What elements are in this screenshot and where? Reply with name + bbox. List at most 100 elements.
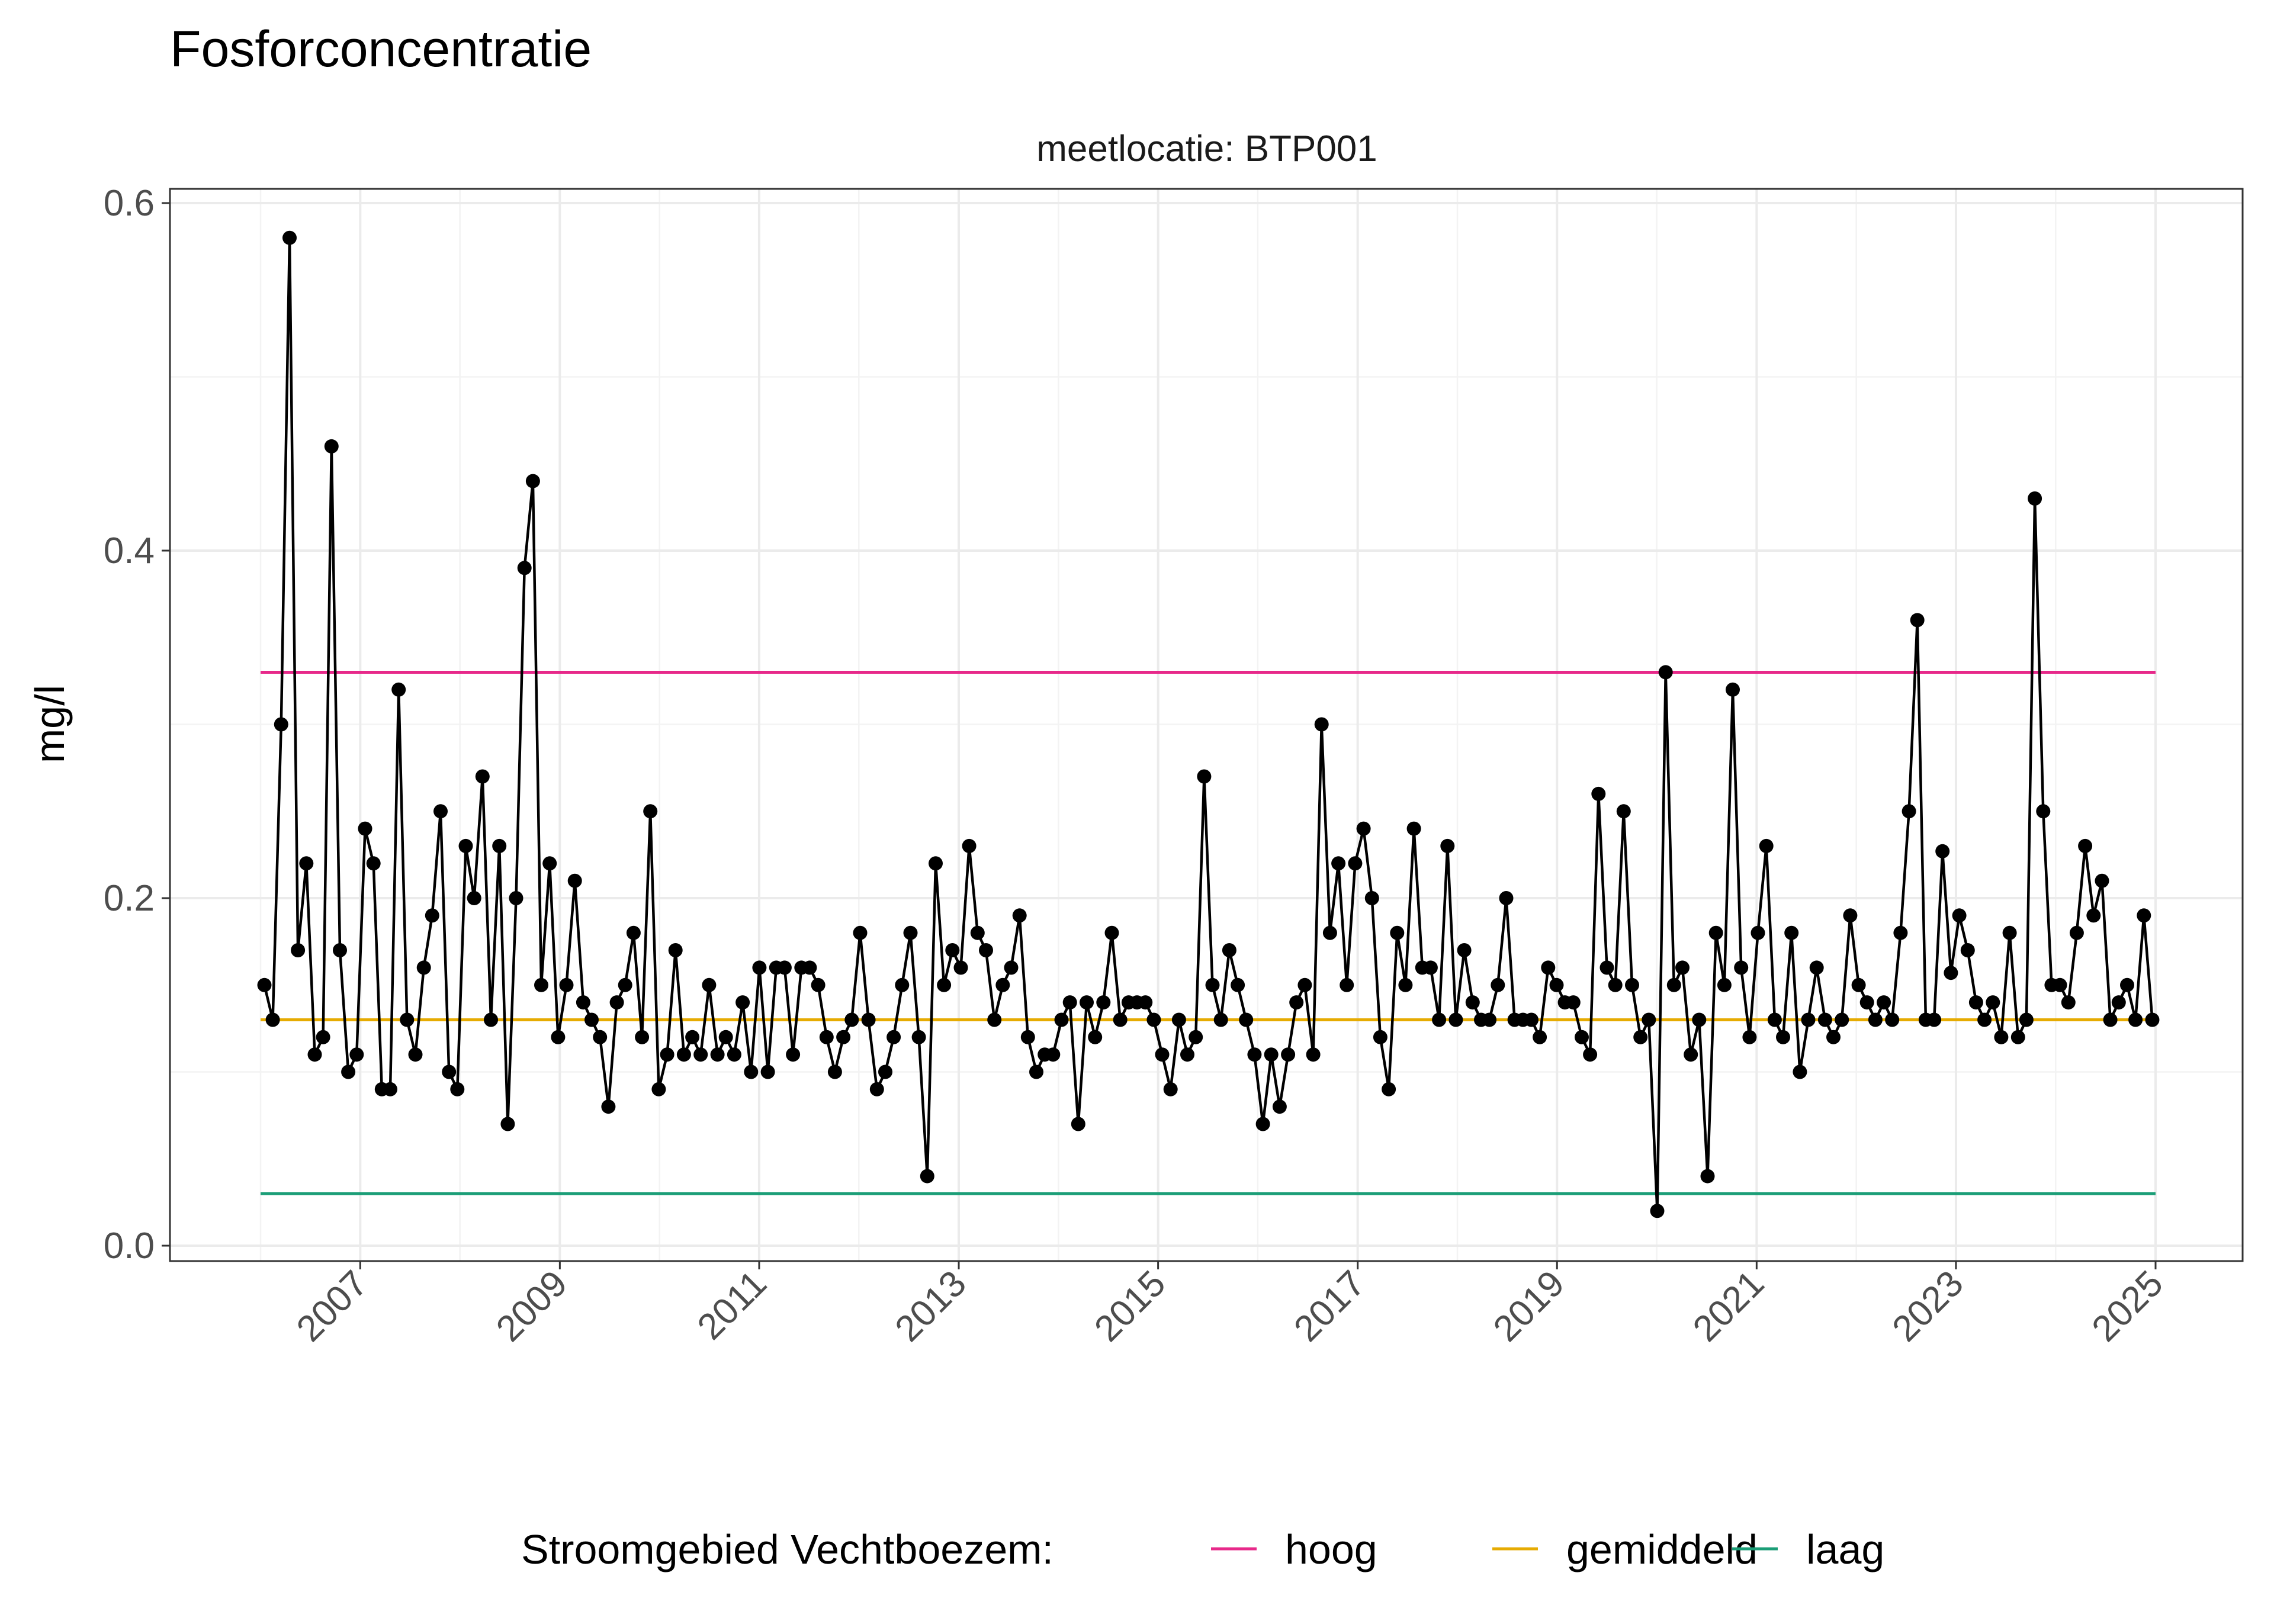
data-point xyxy=(693,1047,708,1062)
data-point xyxy=(1440,838,1455,853)
data-point xyxy=(534,977,548,992)
legend-label-laag: laag xyxy=(1806,1526,1884,1572)
data-point xyxy=(525,474,540,488)
legend-label-gemiddeld: gemiddeld xyxy=(1566,1526,1758,1572)
data-point xyxy=(1944,966,1958,980)
data-point xyxy=(1272,1099,1287,1114)
data-point xyxy=(760,1065,775,1079)
data-point xyxy=(1793,1065,1807,1079)
data-point xyxy=(676,1047,691,1062)
data-point xyxy=(1012,908,1027,923)
data-point xyxy=(265,1012,280,1027)
data-point xyxy=(1977,1012,1992,1027)
data-point xyxy=(735,995,750,1010)
data-point xyxy=(1549,977,1564,992)
data-point xyxy=(836,1030,851,1044)
data-point xyxy=(316,1030,330,1044)
data-point xyxy=(467,891,481,905)
data-point xyxy=(1096,995,1111,1010)
data-point xyxy=(257,977,272,992)
data-point xyxy=(299,856,314,871)
data-point xyxy=(442,1065,457,1079)
data-point xyxy=(1247,1047,1262,1062)
data-point xyxy=(1700,1169,1715,1184)
data-point xyxy=(333,943,347,957)
data-point xyxy=(802,960,817,975)
data-point xyxy=(1658,665,1673,680)
data-point xyxy=(1927,1012,1942,1027)
data-point xyxy=(1717,977,1732,992)
data-point xyxy=(1432,1012,1447,1027)
data-point xyxy=(702,977,717,992)
data-point xyxy=(660,1047,675,1062)
data-point xyxy=(929,856,943,871)
data-point xyxy=(307,1047,322,1062)
data-point xyxy=(827,1065,842,1079)
data-point xyxy=(2111,995,2126,1010)
data-point xyxy=(1088,1030,1103,1044)
data-point xyxy=(945,943,960,957)
data-point xyxy=(1784,925,1799,940)
data-point xyxy=(853,925,868,940)
data-point xyxy=(1364,891,1379,905)
data-point xyxy=(979,943,993,957)
data-point xyxy=(1104,925,1119,940)
data-point xyxy=(1591,786,1606,801)
data-point xyxy=(601,1099,616,1114)
y-tick-label: 0.2 xyxy=(104,878,155,919)
data-point xyxy=(953,960,968,975)
data-point xyxy=(1742,1030,1757,1044)
data-point xyxy=(2053,977,2067,992)
data-point xyxy=(1138,995,1153,1010)
data-point xyxy=(1113,1012,1128,1027)
data-point xyxy=(1297,977,1312,992)
data-point xyxy=(1264,1047,1279,1062)
data-point xyxy=(1994,1030,2009,1044)
data-point xyxy=(1566,995,1581,1010)
data-point xyxy=(1960,943,1975,957)
data-point xyxy=(1708,925,1723,940)
data-point xyxy=(1281,1047,1296,1062)
data-point xyxy=(1726,682,1740,697)
data-point xyxy=(567,873,582,888)
data-point xyxy=(1046,1047,1061,1062)
minor-gridlines xyxy=(170,189,2243,1261)
data-point xyxy=(1239,1012,1254,1027)
data-point xyxy=(1692,1012,1707,1027)
plot-border xyxy=(169,188,2244,1262)
data-point xyxy=(1625,977,1639,992)
y-tick-label: 0.0 xyxy=(104,1226,155,1266)
data-point xyxy=(1180,1047,1194,1062)
data-point xyxy=(1398,977,1413,992)
data-point xyxy=(911,1030,926,1044)
data-point xyxy=(651,1082,666,1096)
data-point xyxy=(1189,1030,1203,1044)
data-point xyxy=(1608,977,1623,992)
series-line xyxy=(263,236,2154,1213)
data-point xyxy=(1835,1012,1849,1027)
data-point xyxy=(1499,891,1514,905)
data-point xyxy=(1684,1047,1698,1062)
data-point xyxy=(1642,1012,1656,1027)
data-point xyxy=(869,1082,884,1096)
data-point xyxy=(1054,1012,1069,1027)
data-point xyxy=(1524,1012,1539,1027)
data-point xyxy=(584,1012,599,1027)
data-point xyxy=(593,1030,608,1044)
data-point xyxy=(1885,1012,1900,1027)
data-point xyxy=(1373,1030,1387,1044)
data-point xyxy=(777,960,792,975)
data-point xyxy=(1062,995,1077,1010)
data-point xyxy=(450,1082,465,1096)
data-series xyxy=(257,230,2160,1218)
data-point xyxy=(2095,873,2109,888)
data-point xyxy=(1491,977,1505,992)
data-point xyxy=(274,717,288,732)
data-point xyxy=(1071,1117,1085,1131)
data-point xyxy=(1222,943,1236,957)
data-point xyxy=(1826,1030,1841,1044)
data-point xyxy=(1322,925,1337,940)
data-point xyxy=(1448,1012,1463,1027)
data-point xyxy=(458,838,473,853)
